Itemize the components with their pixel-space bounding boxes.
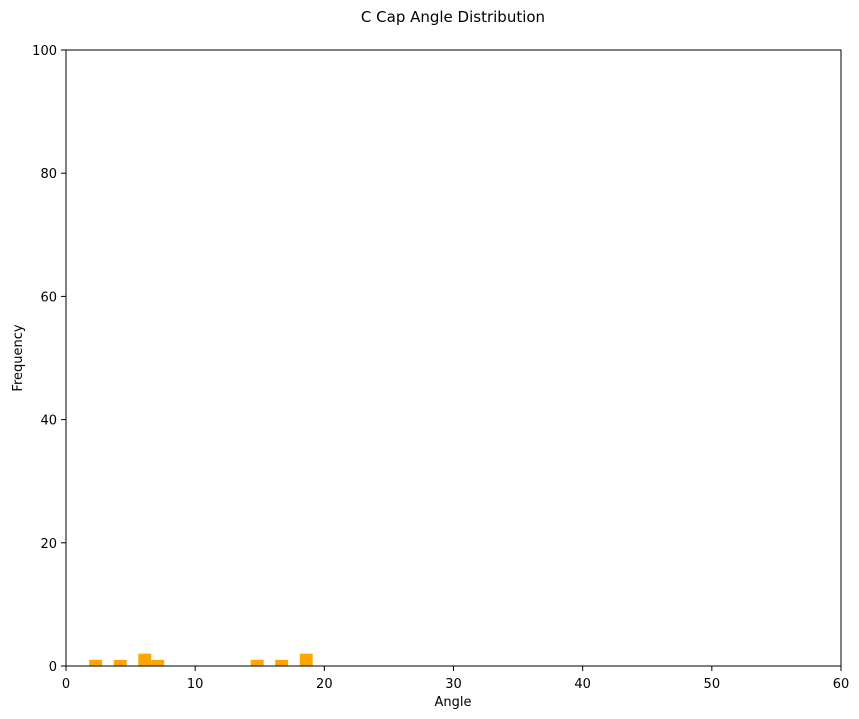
chart-title: C Cap Angle Distribution (361, 8, 545, 26)
histogram-bar-0 (89, 659, 103, 666)
y-tick-label-3: 60 (40, 290, 57, 305)
y-tick-label-5: 100 (32, 44, 57, 59)
x-axis-label: Angle (435, 695, 472, 710)
x-tick-label-6: 60 (833, 677, 850, 692)
y-tick-label-0: 0 (49, 660, 57, 675)
y-axis-label: Frequency (11, 324, 26, 391)
histogram-bar-4 (250, 659, 264, 666)
plot-frame (65, 49, 842, 667)
histogram-bar-1 (113, 659, 127, 666)
histogram-bar-2 (138, 653, 152, 666)
x-tick-label-5: 50 (704, 677, 721, 692)
histogram-bar-5 (275, 659, 289, 666)
histogram-bar-6 (299, 653, 313, 666)
y-tick-label-2: 40 (40, 414, 57, 429)
x-axis-ticks: 0 10 20 30 40 50 60 (62, 666, 849, 692)
x-tick-label-2: 20 (316, 677, 333, 692)
x-tick-label-3: 30 (445, 677, 462, 692)
x-tick-label-4: 40 (574, 677, 591, 692)
bars-group (89, 653, 313, 666)
y-axis-ticks: 0 20 40 60 80 100 (32, 44, 66, 675)
x-tick-label-1: 10 (187, 677, 204, 692)
histogram-bar-3 (151, 659, 165, 666)
y-tick-label-1: 20 (40, 537, 57, 552)
x-tick-label-0: 0 (62, 677, 70, 692)
y-tick-label-4: 80 (40, 167, 57, 182)
